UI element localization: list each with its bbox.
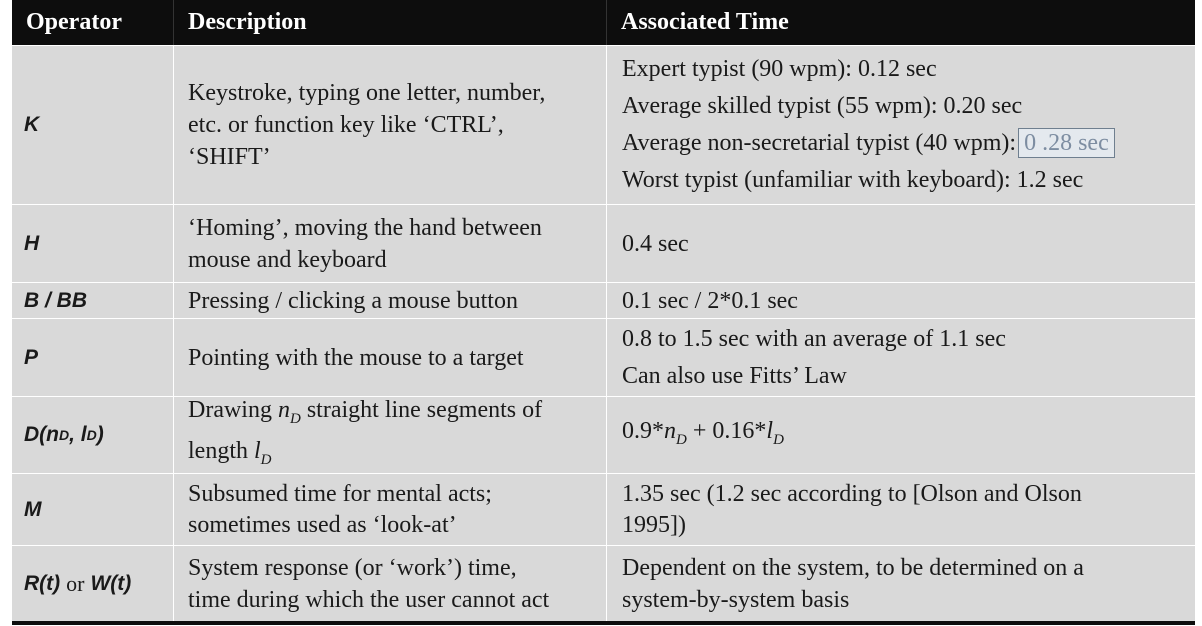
description-line: length lD <box>188 435 606 476</box>
goms-operator-table: Operator Description Associated Time K K… <box>12 0 1195 626</box>
description-text: Drawing <box>188 397 278 424</box>
description-line: System response (or ‘work’) time, <box>188 554 517 581</box>
table-row: H ‘Homing’, moving the hand between mous… <box>12 205 1195 283</box>
description-cell: Pressing / clicking a mouse button <box>173 283 606 318</box>
highlighted-value: 0 .28 sec <box>1018 128 1115 158</box>
description-cell: Subsumed time for mental acts; sometimes… <box>173 474 606 545</box>
description-line: sometimes used as ‘look-at’ <box>188 511 457 538</box>
time-line: Average skilled typist (55 wpm): 0.20 se… <box>622 93 1023 119</box>
operator-cell: R(t) or W(t) <box>12 546 173 621</box>
header-associated-time: Associated Time <box>606 0 1195 45</box>
time-line: system-by-system basis <box>622 586 850 613</box>
operator-cell: H <box>24 231 40 255</box>
description-line: etc. or function key like ‘CTRL’, <box>188 112 504 138</box>
time-line: 0.8 to 1.5 sec with an average of 1.1 se… <box>622 325 1006 352</box>
table-row: R(t) or W(t) System response (or ‘work’) t… <box>12 546 1195 621</box>
operator-text: D(n <box>24 423 59 446</box>
operator-text: ) <box>96 423 104 446</box>
variable-text: l <box>766 417 774 444</box>
time-line: Average non-secretarial typist (40 wpm):… <box>622 125 1195 162</box>
operator-text: W(t) <box>90 571 132 595</box>
description-line: Pressing / clicking a mouse button <box>188 287 518 314</box>
variable-n: nD <box>277 397 301 427</box>
operator-or: or <box>66 570 85 596</box>
time-cell: 0.4 sec <box>606 205 1195 282</box>
operator-subscript: D <box>86 427 97 443</box>
time-line: 1995]) <box>622 511 686 538</box>
variable-n: nD <box>664 417 687 448</box>
table-header-row: Operator Description Associated Time <box>12 0 1195 45</box>
time-line: 1.35 sec (1.2 sec according to [Olson an… <box>622 480 1082 507</box>
description-line: time during which the user cannot act <box>188 586 550 613</box>
time-line: 0.4 sec <box>622 230 689 257</box>
time-cell: Expert typist (90 wpm): 0.12 sec Average… <box>606 46 1195 204</box>
time-line: 0.1 sec / 2*0.1 sec <box>622 287 798 314</box>
operator-cell: P <box>24 345 39 369</box>
description-line: Subsumed time for mental acts; <box>188 480 492 507</box>
variable-subscript: D <box>676 431 687 448</box>
variable-l: lD <box>766 417 784 448</box>
variable-text: n <box>664 417 676 444</box>
time-cell: Dependent on the system, to be determine… <box>606 546 1195 621</box>
description-cell: Drawing nD straight line segments of len… <box>173 397 606 473</box>
table-row: P Pointing with the mouse to a target 0.… <box>12 319 1195 397</box>
description-text: straight line segments of <box>300 397 543 424</box>
variable-l: lD <box>254 438 272 468</box>
description-cell: ‘Homing’, moving the hand between mouse … <box>173 205 606 282</box>
time-line: Expert typist (90 wpm): 0.12 sec <box>622 56 937 82</box>
time-cell: 0.9*nD + 0.16*lD <box>606 397 1195 473</box>
variable-text: l <box>254 438 261 464</box>
description-cell: System response (or ‘work’) time, time d… <box>173 546 606 621</box>
description-text: length <box>188 438 254 464</box>
operator-text: R(t) <box>24 571 61 595</box>
table-row: B / BB Pressing / clicking a mouse butto… <box>12 283 1195 319</box>
time-text: 0.9* <box>622 417 664 444</box>
description-line: ‘Homing’, moving the hand between <box>188 214 542 241</box>
description-line: ‘SHIFT’ <box>188 144 271 170</box>
description-cell: Keystroke, typing one letter, number, et… <box>173 46 606 204</box>
description-line: mouse and keyboard <box>188 246 387 273</box>
time-cell: 0.8 to 1.5 sec with an average of 1.1 se… <box>606 319 1195 396</box>
variable-text: n <box>277 397 290 424</box>
table-bottom-rule <box>12 621 1195 625</box>
header-operator: Operator <box>26 9 122 35</box>
operator-cell: K <box>24 113 40 136</box>
operator-cell: D(n D, l D) <box>12 397 173 473</box>
time-cell: 1.35 sec (1.2 sec according to [Olson an… <box>606 474 1195 545</box>
description-line: Pointing with the mouse to a target <box>188 344 524 371</box>
time-line-text: Average non-secretarial typist (40 wpm): <box>622 130 1017 156</box>
time-line: 0.9*nD + 0.16*lD <box>622 415 1195 456</box>
table-row: D(n D, l D) Drawing nD straight line segme… <box>12 397 1195 474</box>
time-text: + 0.16* <box>686 417 767 444</box>
description-cell: Pointing with the mouse to a target <box>173 319 606 396</box>
description-line: Drawing nD straight line segments of <box>188 394 606 435</box>
table-row: K Keystroke, typing one letter, number, … <box>12 46 1195 205</box>
operator-text: , l <box>69 423 87 446</box>
table-row: M Subsumed time for mental acts; sometim… <box>12 474 1195 546</box>
operator-cell: B / BB <box>24 288 87 312</box>
operator-cell: M <box>24 497 42 521</box>
time-line: Can also use Fitts’ Law <box>622 362 847 389</box>
variable-subscript: D <box>773 431 784 448</box>
variable-subscript: D <box>260 451 272 468</box>
time-line: Worst typist (unfamiliar with keyboard):… <box>622 167 1084 193</box>
description-line: Keystroke, typing one letter, number, <box>188 80 546 106</box>
operator-subscript: D <box>59 427 70 443</box>
header-description: Description <box>173 0 606 45</box>
time-cell: 0.1 sec / 2*0.1 sec <box>606 283 1195 318</box>
variable-subscript: D <box>289 411 301 427</box>
time-line: Dependent on the system, to be determine… <box>622 554 1084 581</box>
